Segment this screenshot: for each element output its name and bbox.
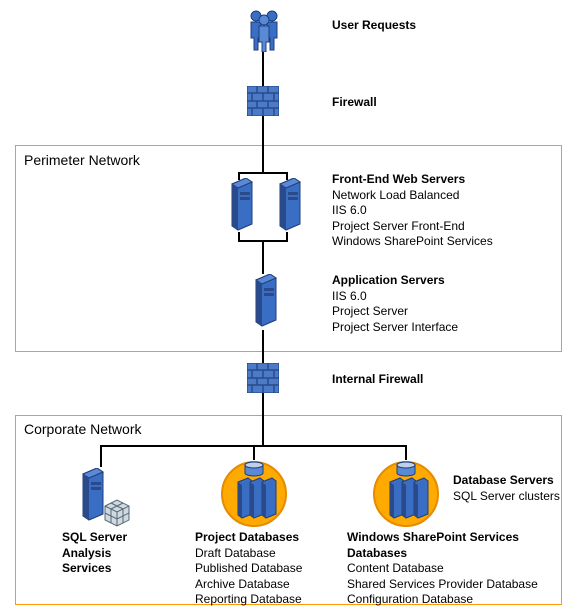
- frontend-line3: Windows SharePoint Services: [332, 234, 493, 250]
- app-line2: Project Server Interface: [332, 320, 458, 336]
- sharepoint-db-title: Windows SharePoint ServicesDatabases: [347, 530, 567, 561]
- sharepoint-db-icon: [372, 460, 440, 528]
- firewall-title: Firewall: [332, 95, 377, 109]
- firewall-icon: [247, 86, 279, 116]
- project-db-line2: Archive Database: [195, 577, 302, 593]
- firewall-label: Firewall: [332, 95, 377, 111]
- line-corp-right: [405, 445, 407, 460]
- line-corp-left: [100, 445, 102, 467]
- internal-firewall-icon: [247, 363, 279, 393]
- perimeter-label: Perimeter Network: [24, 152, 140, 168]
- app-label: Application Servers IIS 6.0 Project Serv…: [332, 273, 458, 335]
- db-servers-line0: SQL Server clusters: [453, 489, 560, 505]
- app-title: Application Servers: [332, 273, 458, 289]
- frontend-line1: IIS 6.0: [332, 203, 493, 219]
- internal-firewall-label: Internal Firewall: [332, 372, 423, 388]
- users-label: User Requests: [332, 18, 416, 34]
- db-servers-label: Database Servers SQL Server clusters: [453, 473, 560, 504]
- sql-analysis-title: SQL ServerAnalysisServices: [62, 530, 172, 577]
- frontend-line0: Network Load Balanced: [332, 188, 493, 204]
- network-diagram: Perimeter Network Corporate Network User…: [0, 0, 577, 616]
- sharepoint-db-label: Windows SharePoint ServicesDatabases Con…: [347, 530, 567, 608]
- line-corp-mid: [253, 445, 255, 460]
- line-app-firewall: [262, 330, 264, 363]
- sql-analysis-label: SQL ServerAnalysisServices: [62, 530, 172, 577]
- users-icon: [244, 8, 284, 52]
- line-users-firewall: [262, 52, 264, 86]
- internal-firewall-title: Internal Firewall: [332, 372, 423, 386]
- project-db-icon: [220, 460, 288, 528]
- app-server-icon: [250, 274, 278, 330]
- line-frontend-split-top: [238, 172, 288, 174]
- sharepoint-db-line2: Configuration Database: [347, 592, 567, 608]
- project-db-line3: Reporting Database: [195, 592, 302, 608]
- sharepoint-db-line0: Content Database: [347, 561, 567, 577]
- project-db-line1: Published Database: [195, 561, 302, 577]
- project-db-line0: Draft Database: [195, 546, 302, 562]
- frontend-title: Front-End Web Servers: [332, 172, 493, 188]
- frontend-servers-icon: [226, 178, 302, 234]
- project-db-label: Project Databases Draft Database Publish…: [195, 530, 302, 608]
- frontend-label: Front-End Web Servers Network Load Balan…: [332, 172, 493, 250]
- db-servers-title: Database Servers: [453, 473, 560, 489]
- sql-analysis-icon: [77, 468, 132, 528]
- corporate-label: Corporate Network: [24, 421, 142, 437]
- sharepoint-db-line1: Shared Services Provider Database: [347, 577, 567, 593]
- line-firewall-corp: [262, 393, 264, 445]
- line-frontend-to-app: [262, 240, 264, 274]
- frontend-line2: Project Server Front-End: [332, 219, 493, 235]
- project-db-title: Project Databases: [195, 530, 302, 546]
- app-line0: IIS 6.0: [332, 289, 458, 305]
- line-firewall-split: [262, 116, 264, 172]
- app-line1: Project Server: [332, 304, 458, 320]
- users-title: User Requests: [332, 18, 416, 32]
